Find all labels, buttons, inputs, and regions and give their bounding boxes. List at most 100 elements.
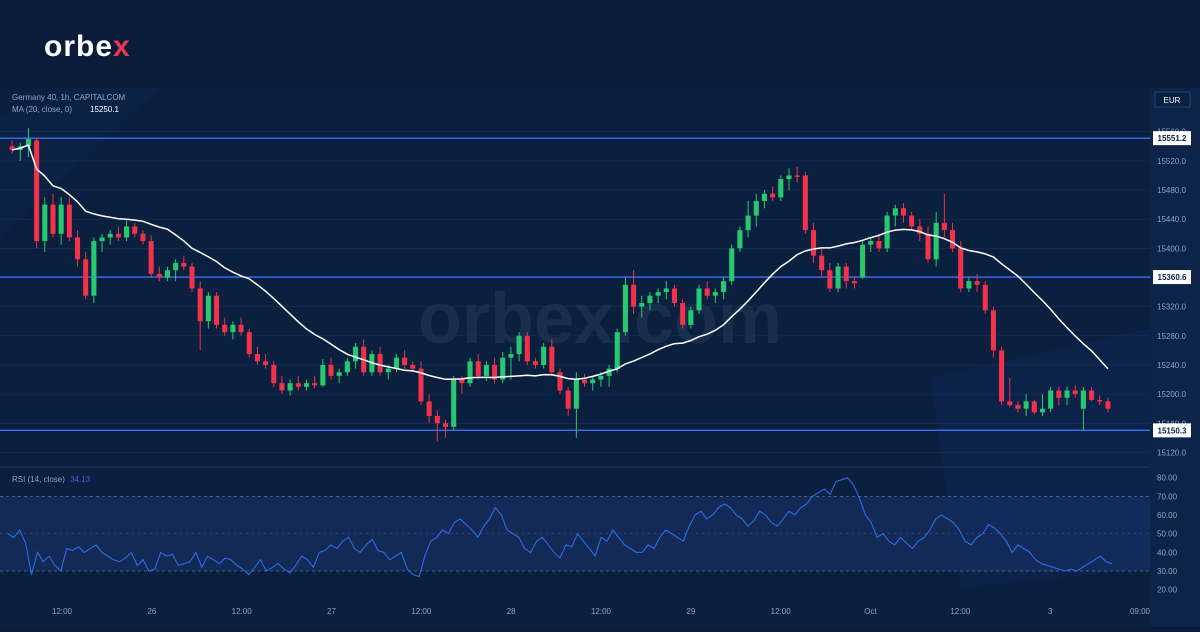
candle-body [753, 200, 759, 216]
candle-body [631, 284, 637, 307]
candle-body [1072, 390, 1078, 395]
candle-body [614, 332, 620, 369]
candle-body [761, 193, 767, 201]
time-tick-label: 12:00 [411, 607, 432, 616]
rsi-tick-label: 40.00 [1157, 548, 1178, 557]
candle-body [794, 175, 800, 177]
candles [9, 128, 1111, 442]
price-tick-label: 15320.0 [1157, 303, 1186, 312]
price-tick-label: 15440.0 [1157, 215, 1186, 224]
candle-body [737, 230, 743, 249]
time-tick-label: 12:00 [950, 607, 971, 616]
candle-body [328, 364, 334, 376]
candle-body [581, 379, 588, 384]
candle-body [892, 208, 898, 216]
rsi-tick-label: 80.00 [1157, 474, 1178, 483]
candle-body [1080, 390, 1086, 409]
candle-body [189, 266, 195, 289]
candle-body [843, 266, 849, 282]
candle-body [671, 288, 678, 304]
candle-body [1023, 401, 1029, 409]
price-tick-label: 15400.0 [1157, 244, 1186, 253]
candle-body [1031, 401, 1037, 413]
candle-body [34, 140, 40, 242]
candle-body [810, 230, 817, 256]
candle-body [1007, 401, 1013, 406]
candle-body [303, 383, 310, 387]
candle-body [508, 354, 514, 358]
candle-body [516, 335, 522, 355]
candle-body [418, 368, 424, 402]
candle-body [9, 146, 15, 150]
rsi-tick-label: 20.00 [1157, 586, 1178, 595]
candle-body [164, 270, 171, 278]
candle-body [181, 262, 187, 267]
candle-body [639, 303, 645, 307]
candle-body [933, 222, 939, 260]
candle-body [156, 273, 162, 278]
candle-body [132, 226, 138, 234]
price-axis-background [1150, 88, 1200, 627]
candle-body [107, 233, 113, 238]
ma-value: 15250.1 [90, 105, 119, 114]
candle-body [475, 361, 481, 376]
candle-body [279, 383, 285, 391]
candle-body [83, 259, 89, 296]
candle-body [238, 324, 244, 333]
currency-badge[interactable] [1154, 91, 1191, 108]
candle-body [74, 237, 81, 260]
candle-body [140, 233, 146, 242]
candle-body [1105, 401, 1111, 409]
rsi-band [0, 496, 1150, 572]
candle-body [802, 175, 808, 231]
candle-body [410, 364, 416, 369]
candle-body [851, 281, 857, 284]
candle-body [565, 390, 571, 409]
candle-body [66, 204, 72, 238]
decor-shape-left [0, 88, 160, 238]
level-label-box [1153, 270, 1191, 285]
rsi-label: RSI (14, close) [12, 475, 65, 484]
candle-body [925, 233, 931, 260]
candle-body [148, 241, 154, 274]
candle-body [532, 361, 539, 365]
brand-logo: orbex [44, 30, 131, 64]
price-tick-label: 15520.0 [1157, 157, 1186, 166]
candle-body [434, 415, 440, 424]
trading-chart[interactable]: orbex.com 15120.015160.015200.015240.015… [0, 88, 1200, 627]
price-tick-label: 15200.0 [1157, 390, 1186, 399]
candle-body [729, 248, 735, 282]
candle-body [492, 364, 498, 380]
candle-body [402, 357, 408, 365]
candle-body [835, 266, 841, 289]
level-label-box [1153, 423, 1191, 438]
candle-body [999, 350, 1005, 402]
candle-body [312, 383, 318, 386]
candle-body [50, 204, 56, 234]
rsi-value: 34.13 [70, 475, 91, 484]
time-tick-label: 28 [507, 607, 516, 616]
candle-body [680, 303, 686, 325]
candle-body [868, 241, 874, 245]
candle-body [197, 288, 203, 322]
candle-body [91, 241, 97, 296]
candle-body [287, 383, 293, 391]
candle-body [721, 281, 727, 293]
candle-body [598, 375, 604, 380]
candle-body [124, 226, 130, 238]
candle-body [99, 237, 105, 242]
candle-body [958, 248, 964, 289]
price-tick-label: 15280.0 [1157, 332, 1186, 341]
candle-body [393, 357, 399, 369]
candle-body [909, 215, 915, 227]
rsi-tick-label: 70.00 [1157, 492, 1178, 501]
time-tick-label: 12:00 [771, 607, 792, 616]
time-tick-label: Oct [864, 607, 877, 616]
candle-body [900, 208, 907, 216]
candle-body [500, 357, 506, 380]
candle-body [58, 204, 64, 234]
candle-body [353, 346, 359, 362]
candle-body [606, 368, 612, 376]
rsi-axis-ticks: 20.00 30.00 40.00 50.00 60.00 70.00 80.00 [1157, 474, 1178, 595]
candle-body [590, 379, 596, 384]
